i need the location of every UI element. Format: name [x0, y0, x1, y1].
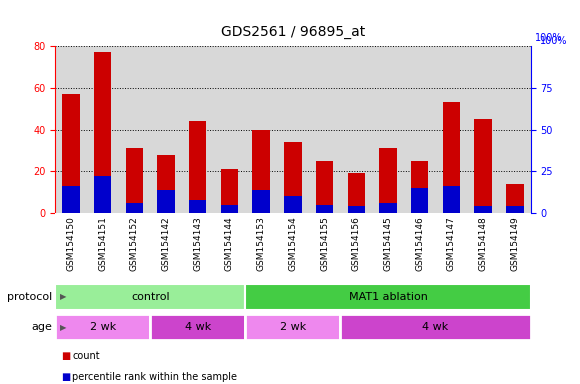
Bar [379, 203, 397, 213]
Text: protocol: protocol [7, 291, 52, 302]
Text: GSM154152: GSM154152 [130, 217, 139, 271]
Text: ■: ■ [61, 372, 70, 382]
Text: ▶: ▶ [60, 292, 66, 301]
Text: GSM154153: GSM154153 [257, 217, 266, 271]
Bar [411, 161, 429, 213]
Bar [411, 188, 429, 213]
Bar [62, 186, 79, 213]
Text: 2 wk: 2 wk [89, 322, 116, 333]
Text: 2 wk: 2 wk [280, 322, 306, 333]
Text: 100%: 100% [535, 33, 563, 43]
Text: GSM154149: GSM154149 [510, 217, 519, 271]
Bar [474, 119, 492, 213]
Text: GSM154155: GSM154155 [320, 217, 329, 271]
Text: 4 wk: 4 wk [422, 322, 449, 333]
Text: ■: ■ [61, 351, 70, 361]
Text: ▶: ▶ [60, 323, 66, 332]
Bar [443, 186, 460, 213]
Bar [347, 207, 365, 213]
Bar [506, 184, 524, 213]
Bar [221, 169, 238, 213]
Bar [252, 190, 270, 213]
Bar [379, 148, 397, 213]
Text: 100%: 100% [540, 36, 568, 46]
Text: GSM154156: GSM154156 [352, 217, 361, 271]
Bar [316, 161, 334, 213]
Bar [94, 176, 111, 213]
Bar [245, 284, 531, 310]
Text: age: age [31, 322, 52, 333]
Bar [94, 52, 111, 213]
Bar [150, 314, 245, 340]
Bar [189, 200, 206, 213]
Bar [189, 121, 206, 213]
Text: GSM154142: GSM154142 [162, 217, 171, 271]
Text: GSM154147: GSM154147 [447, 217, 456, 271]
Text: GSM154151: GSM154151 [98, 217, 107, 271]
Bar [62, 94, 79, 213]
Text: GSM154150: GSM154150 [67, 217, 75, 271]
Bar [340, 314, 531, 340]
Text: control: control [131, 291, 169, 302]
Text: GSM154148: GSM154148 [478, 217, 488, 271]
Bar [506, 207, 524, 213]
Bar [245, 314, 340, 340]
Bar [126, 203, 143, 213]
Bar [443, 103, 460, 213]
Bar [221, 205, 238, 213]
Bar [347, 174, 365, 213]
Text: GSM154145: GSM154145 [383, 217, 393, 271]
Text: GDS2561 / 96895_at: GDS2561 / 96895_at [221, 25, 365, 39]
Bar [316, 205, 334, 213]
Bar [252, 129, 270, 213]
Bar [284, 142, 302, 213]
Bar [55, 314, 150, 340]
Bar [474, 207, 492, 213]
Text: GSM154146: GSM154146 [415, 217, 424, 271]
Text: 4 wk: 4 wk [184, 322, 211, 333]
Bar [126, 148, 143, 213]
Text: MAT1 ablation: MAT1 ablation [349, 291, 427, 302]
Bar [157, 190, 175, 213]
Bar [284, 197, 302, 213]
Text: count: count [72, 351, 100, 361]
Text: GSM154143: GSM154143 [193, 217, 202, 271]
Bar [55, 284, 245, 310]
Bar [157, 155, 175, 213]
Text: GSM154154: GSM154154 [288, 217, 298, 271]
Text: GSM154144: GSM154144 [225, 217, 234, 271]
Text: percentile rank within the sample: percentile rank within the sample [72, 372, 237, 382]
